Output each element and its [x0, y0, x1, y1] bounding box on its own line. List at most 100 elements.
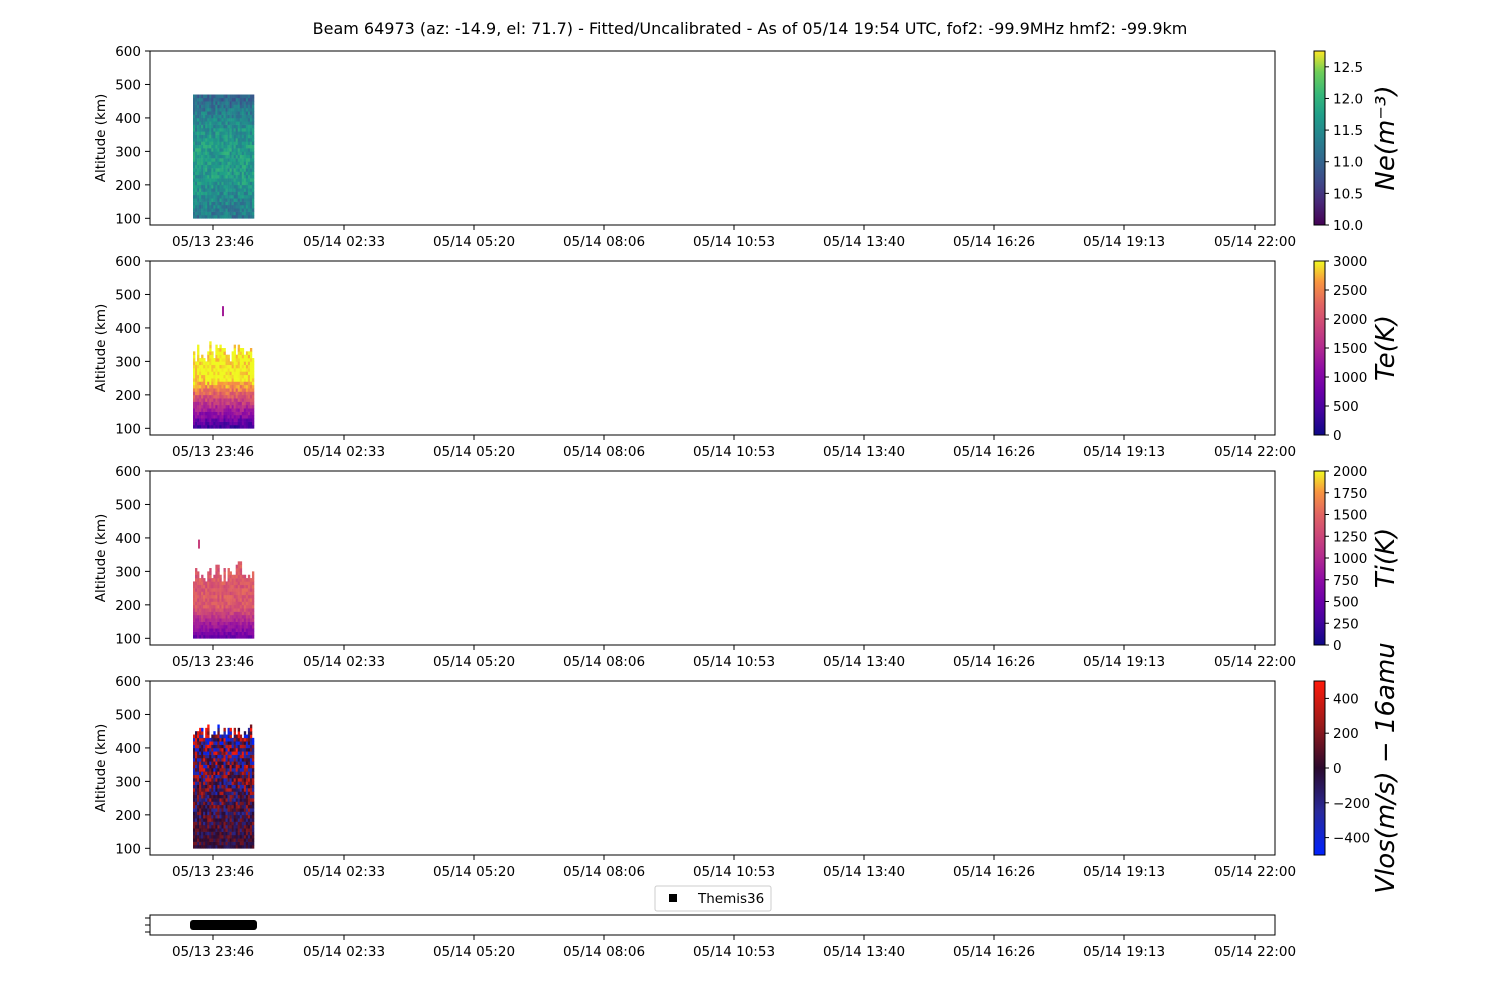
heatmap-cell [217, 634, 220, 639]
heatmap-cell [223, 111, 226, 115]
heatmap-cell [201, 354, 204, 359]
heatmap-cell [225, 134, 228, 139]
heatmap-cell [221, 378, 224, 382]
heatmap-cell [209, 104, 212, 109]
heatmap-cell [193, 138, 196, 142]
heatmap-cell [237, 571, 241, 576]
heatmap-cell [231, 141, 234, 145]
heatmap-cell [217, 144, 220, 149]
heatmap-cell [239, 378, 243, 382]
heatmap-cell [213, 374, 216, 379]
heatmap-cell [211, 818, 214, 822]
heatmap-cell [199, 388, 202, 392]
heatmap-cell [211, 611, 214, 616]
heatmap-cell [207, 158, 210, 162]
heatmap-cell [215, 598, 218, 602]
heatmap-cell [215, 121, 218, 125]
heatmap-cell [201, 601, 204, 606]
heatmap-cell [203, 144, 206, 149]
x-tick-label: 05/14 10:53 [693, 444, 775, 460]
heatmap-cell [227, 588, 230, 592]
heatmap-cell [227, 388, 230, 392]
heatmap-cell [209, 584, 212, 589]
heatmap-cell [215, 781, 218, 786]
heatmap-cell [241, 418, 245, 422]
heatmap-cell [249, 628, 253, 632]
heatmap-cell [219, 814, 222, 819]
heatmap-cell [215, 811, 218, 816]
heatmap-cell [231, 181, 234, 186]
heatmap-cell [235, 594, 239, 599]
heatmap-cell [209, 754, 212, 759]
heatmap-cell [207, 614, 210, 619]
heatmap-cell [235, 424, 239, 429]
heatmap-cell [251, 421, 255, 426]
heatmap-cell [251, 784, 255, 789]
heatmap-cell [217, 611, 220, 616]
heatmap-cell [245, 614, 249, 619]
heatmap-cell [213, 831, 216, 836]
heatmap-cell [219, 604, 222, 609]
heatmap-cell [233, 754, 236, 759]
heatmap-cell [243, 421, 247, 426]
heatmap-cell [217, 584, 220, 589]
heatmap-cell [245, 611, 249, 616]
heatmap-cell [227, 734, 230, 739]
x-tick-label: 05/14 10:53 [693, 234, 775, 250]
heatmap-cell [213, 104, 216, 109]
heatmap-cell [207, 601, 210, 606]
heatmap-cell [233, 814, 236, 819]
heatmap-cell [195, 201, 198, 206]
heatmap-cell [205, 158, 208, 162]
heatmap-cell [219, 624, 222, 629]
heatmap-cell [207, 214, 210, 219]
heatmap-cell [199, 591, 202, 596]
heatmap-cell [213, 111, 216, 115]
heatmap-cell [233, 404, 236, 409]
heatmap-cell [247, 211, 251, 216]
y-axis-label: Altitude (km) [93, 94, 109, 183]
heatmap-cell [199, 741, 202, 745]
heatmap-cell [213, 114, 216, 119]
heatmap-cell [239, 631, 243, 636]
heatmap-cell [207, 134, 210, 139]
heatmap-cell [237, 124, 241, 129]
heatmap-cell [199, 744, 202, 749]
heatmap-cell [245, 821, 249, 826]
heatmap-cell [243, 764, 247, 769]
heatmap-cell [251, 368, 255, 372]
heatmap-cell [201, 744, 204, 749]
heatmap-cell [193, 814, 196, 819]
axes-frame [149, 680, 1276, 856]
heatmap-cell [249, 211, 253, 216]
heatmap-cell [227, 214, 230, 219]
heatmap-cell [197, 594, 200, 599]
heatmap-cell [239, 398, 243, 402]
heatmap-cell [201, 94, 204, 99]
heatmap-cell [251, 601, 255, 606]
heatmap-cell [201, 774, 204, 779]
heatmap-cell [249, 781, 253, 786]
heatmap-cell [197, 354, 200, 359]
heatmap-cell [217, 388, 220, 392]
heatmap-cell [229, 94, 232, 99]
heatmap-cell [227, 97, 230, 102]
heatmap-cell [205, 764, 208, 769]
heatmap-cell [217, 834, 220, 839]
heatmap-cell [199, 621, 202, 626]
heatmap-cell [219, 818, 222, 822]
heatmap-cell [223, 754, 226, 759]
heatmap-cell [225, 161, 228, 166]
heatmap-cell [209, 178, 212, 182]
heatmap-cell [207, 634, 210, 639]
heatmap-cell [225, 588, 228, 592]
heatmap-cell [199, 114, 202, 119]
heatmap-cell [233, 841, 236, 846]
heatmap-cell [239, 361, 243, 366]
heatmap-cell [231, 114, 234, 119]
heatmap-cell [237, 818, 241, 822]
heatmap-cell [239, 411, 243, 416]
heatmap-cell [227, 424, 230, 429]
heatmap-cell [207, 608, 210, 612]
heatmap-cell [243, 104, 247, 109]
